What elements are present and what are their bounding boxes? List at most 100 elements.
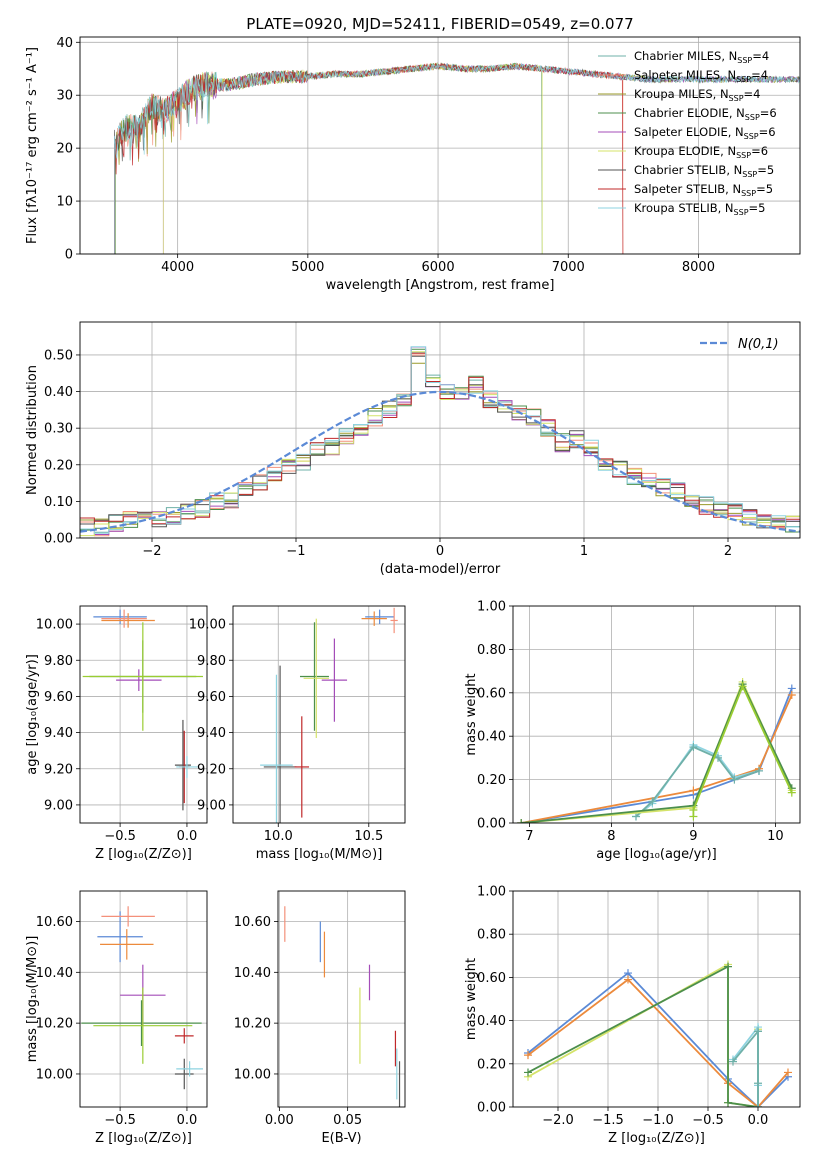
- panel-mass-age: 10.0 10.5 9.00 9.20 9.40 9.60 9.80 10.00 mass [l…: [189, 605, 406, 862]
- y-tick-label: 0.00: [477, 817, 506, 832]
- y-axis-label: mass weight: [464, 958, 479, 1040]
- y-tick-label: 0.50: [44, 348, 73, 363]
- y-axis-label: mass weight: [464, 673, 479, 755]
- weight-marker: [738, 682, 747, 691]
- x-tick-label: −0.5: [692, 1113, 724, 1128]
- weight-marker: [754, 1103, 762, 1107]
- weight-marker: [517, 819, 526, 823]
- y-tick-label: 30: [56, 89, 73, 104]
- weight-line: [732, 1028, 759, 1107]
- weight-marker: [787, 690, 796, 699]
- x-axis-label: wavelength [Angstrom, rest frame]: [326, 278, 555, 293]
- plot-area-z-age: [80, 606, 207, 823]
- axes-frame: [79, 36, 801, 255]
- x-tick-label: 8: [607, 829, 615, 844]
- weight-marker: [624, 975, 632, 984]
- y-tick-label: 0.20: [477, 773, 506, 788]
- legend-name: Chabrier MILES, N: [634, 49, 737, 63]
- y-tick-label: 0.80: [477, 928, 506, 943]
- weight-marker: [784, 1068, 792, 1077]
- legend-tail: =4: [744, 87, 761, 101]
- legend-sub: SSP: [745, 113, 760, 122]
- x-tick-label: 10.5: [354, 829, 383, 844]
- y-tick-label: 10.00: [36, 618, 73, 633]
- x-axis-label: Z [log₁₀(Z/Z⊙)]: [608, 1131, 705, 1146]
- y-axis-label: mass [log₁₀(M/M⊙)]: [25, 936, 40, 1063]
- legend-tail: =5: [756, 182, 773, 196]
- legend-label: Kroupa MILES, NSSP=4: [634, 87, 760, 103]
- weight-marker: [632, 812, 640, 821]
- legend-name: Kroupa ELODIE, N: [634, 144, 736, 158]
- weight-marker: [787, 788, 796, 797]
- y-tick-label: 9.40: [197, 726, 226, 741]
- y-tick-label: 9.40: [44, 726, 73, 741]
- panel-spectrum: 4000 5000 6000 7000 8000 0 10 20 30 40 wavelength …: [25, 36, 801, 293]
- plot-area-residuals: [80, 322, 800, 538]
- weight-marker: [755, 766, 763, 775]
- y-tick-label: 0.00: [44, 532, 73, 547]
- axes-frame: [232, 605, 406, 824]
- y-axis-label: age [log₁₀(age/yr)]: [25, 654, 40, 775]
- plot-area-z-mass: [80, 891, 207, 1107]
- legend-name: Chabrier STELIB, N: [634, 163, 742, 177]
- x-tick-label: 5000: [291, 260, 324, 275]
- panel-z-weight: −2.0 −1.5 −1.0 −0.5 0.0 0.00 0.20 0.40 0.60 0.80 1…: [464, 885, 801, 1146]
- y-tick-label: 0.20: [477, 1057, 506, 1072]
- weight-line: [521, 688, 793, 823]
- x-axis-label: age [log₁₀(age/yr)]: [596, 847, 717, 862]
- y-tick-label: 9.20: [197, 762, 226, 777]
- legend-sub: SSP: [744, 132, 759, 141]
- plot-area-mass-age: [233, 606, 405, 823]
- legend-tail: =4: [752, 49, 769, 63]
- x-tick-label: −1.0: [642, 1113, 674, 1128]
- weight-line: [635, 743, 760, 818]
- x-tick-label: 7000: [552, 260, 585, 275]
- weight-line: [527, 962, 759, 1107]
- y-tick-label: 0.30: [44, 422, 73, 437]
- panel-z-mass: −0.5 0.0 10.00 10.20 10.40 10.60 Z [log₁₀(Z/Z⊙…: [25, 890, 208, 1146]
- weight-marker: [648, 797, 657, 806]
- weight-marker: [714, 753, 722, 762]
- weight-marker: [689, 743, 698, 752]
- spectrum-line: [114, 62, 800, 254]
- y-tick-label: 10.60: [36, 915, 73, 930]
- legend-tail: =6: [759, 125, 776, 139]
- legend-label: Salpeter STELIB, NSSP=5: [634, 182, 773, 198]
- x-tick-label: 0: [436, 544, 444, 559]
- x-tick-label: 0.00: [265, 1113, 294, 1128]
- panel-z-age: −0.5 0.0 9.00 9.20 9.40 9.60 9.80 10.00 Z [log₁₀…: [25, 605, 208, 862]
- x-axis-label: Z [log₁₀(Z/Z⊙)]: [95, 1131, 192, 1146]
- y-tick-label: 20: [56, 142, 73, 157]
- x-tick-label: 10: [767, 829, 784, 844]
- histogram-step: [80, 346, 800, 534]
- x-axis-label: E(B-V): [321, 1131, 361, 1146]
- y-tick-label: 0.80: [477, 643, 506, 658]
- legend-name: Salpeter STELIB, N: [634, 182, 741, 196]
- legend-name: Chabrier ELODIE, N: [634, 106, 745, 120]
- y-tick-label: 9.00: [44, 798, 73, 813]
- weight-marker: [754, 1027, 762, 1036]
- weight-marker: [689, 805, 698, 814]
- x-tick-label: −0.5: [104, 829, 136, 844]
- x-tick-label: 8000: [682, 260, 715, 275]
- y-tick-label: 9.00: [197, 798, 226, 813]
- y-tick-label: 1.00: [477, 885, 506, 900]
- plot-area-ebv-mass: [278, 891, 405, 1107]
- panel-ebv-mass: 0.00 0.05 10.00 10.20 10.40 10.60 E(B-V): [234, 890, 406, 1146]
- x-tick-label: −2: [142, 544, 161, 559]
- legend-tail: =5: [757, 163, 774, 177]
- legend-sub: SSP: [736, 75, 751, 84]
- plot-layer: 4000 5000 6000 7000 8000010203040wavelength …: [25, 36, 801, 1146]
- x-tick-label: 1: [580, 544, 588, 559]
- y-tick-label: 0.40: [477, 730, 506, 745]
- y-tick-label: 0.10: [44, 495, 73, 510]
- axes-frame: [79, 890, 208, 1108]
- plot-area-spectrum: [80, 37, 800, 254]
- y-tick-label: 0.60: [477, 971, 506, 986]
- y-tick-label: 1.00: [477, 600, 506, 615]
- axes-frame: [512, 890, 801, 1108]
- x-tick-label: 0.0: [177, 1113, 198, 1128]
- legend-name: Kroupa MILES, N: [634, 87, 729, 101]
- y-tick-label: 10.40: [36, 966, 73, 981]
- legend-tail: =6: [751, 144, 768, 158]
